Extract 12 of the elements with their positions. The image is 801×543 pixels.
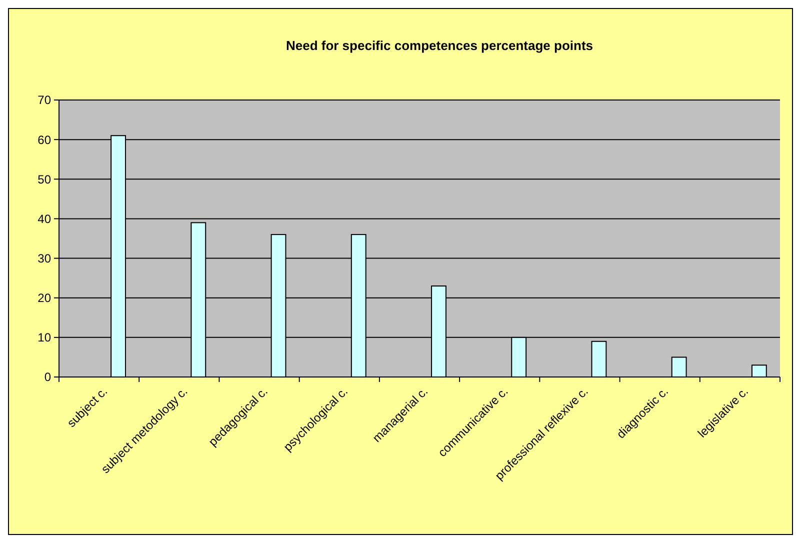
chart-title: Need for specific competences percentage points	[286, 38, 594, 53]
y-tick-label: 70	[38, 93, 52, 108]
bar	[671, 356, 687, 378]
y-tick-label: 50	[38, 172, 52, 186]
y-tick-label: 40	[38, 212, 52, 226]
y-tick-label: 30	[38, 251, 52, 266]
bar	[591, 340, 607, 378]
y-tick-label: 0	[44, 370, 52, 384]
y-tick-label: 60	[38, 132, 52, 147]
y-tick-label: 20	[38, 291, 52, 306]
y-tick-label: 10	[38, 330, 52, 345]
bar	[751, 364, 767, 378]
